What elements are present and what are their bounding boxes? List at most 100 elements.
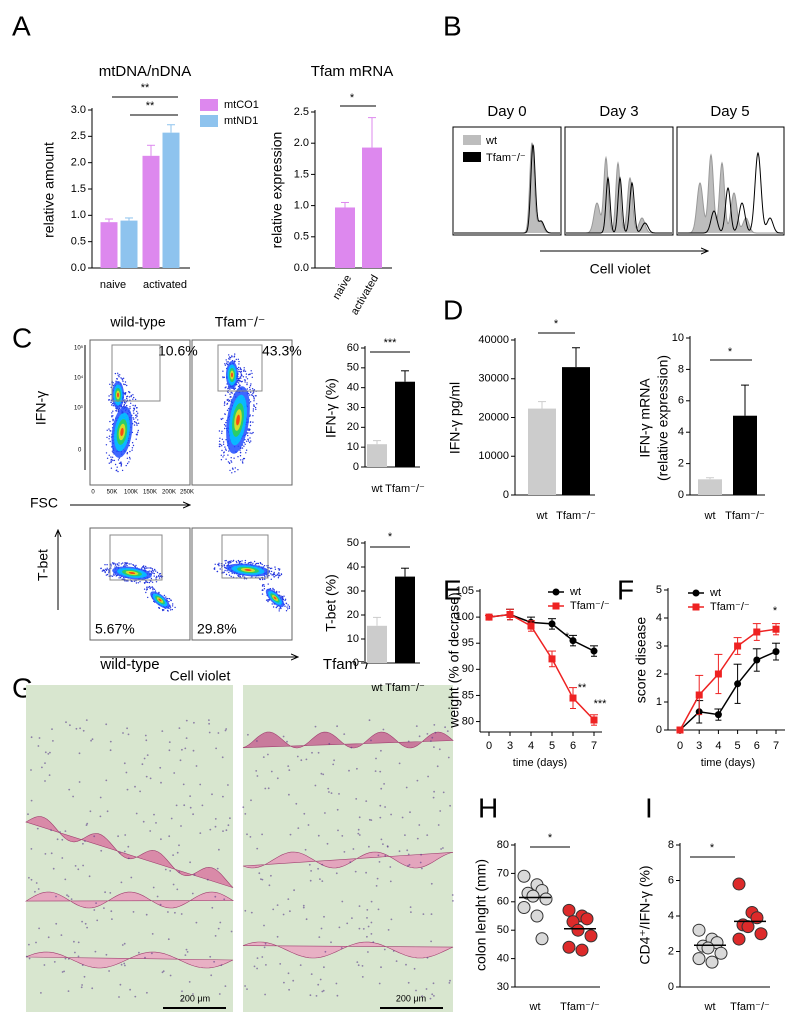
flow-event (239, 367, 241, 369)
flow-event (233, 355, 236, 357)
y-axis-label: IFN-γ (%) (323, 378, 339, 438)
nucleus (367, 951, 369, 953)
flow-event (252, 410, 254, 412)
nucleus (214, 818, 217, 820)
nucleus (91, 987, 94, 990)
histology-panel: wild-type Tfam⁻/⁻ (24, 656, 454, 1012)
nucleus (134, 785, 136, 788)
nucleus (299, 964, 302, 966)
flow-event (118, 577, 120, 579)
nucleus (287, 898, 290, 900)
flow-event (225, 559, 227, 562)
flow-event (264, 578, 266, 580)
flow-event (113, 574, 115, 576)
flow-event (214, 567, 216, 569)
nucleus (184, 747, 187, 750)
nucleus (322, 989, 325, 992)
legend-label: Tfam⁻/⁻ (570, 600, 610, 612)
flow-event (253, 389, 256, 391)
flow-event (117, 459, 120, 461)
flow-event (133, 412, 135, 414)
flow-event (245, 376, 247, 378)
nucleus (378, 982, 381, 985)
nucleus (327, 787, 330, 790)
flow-event (250, 383, 252, 385)
flow-event (228, 400, 230, 402)
flow-event (244, 562, 246, 564)
x-tick-label: Tfam⁻/⁻ (556, 510, 596, 522)
flow-event (263, 565, 266, 567)
nucleus (390, 813, 392, 816)
flow-event (117, 374, 119, 376)
nucleus (386, 845, 389, 848)
nucleus (129, 988, 132, 991)
nucleus (82, 842, 84, 845)
nucleus (314, 784, 317, 787)
nucleus (272, 908, 275, 911)
flow-event (228, 462, 231, 464)
nucleus (433, 995, 435, 997)
nucleus (427, 775, 429, 778)
nucleus (44, 780, 46, 782)
flow-event (167, 597, 169, 600)
nucleus (110, 910, 113, 913)
y-tick-label: 2 (668, 945, 674, 957)
nucleus (368, 719, 371, 722)
flow-event (241, 560, 243, 562)
nucleus (338, 793, 340, 795)
panel-label: C (12, 322, 32, 353)
point (754, 927, 768, 941)
nucleus (319, 878, 321, 880)
flow-event (135, 407, 138, 409)
flow-event (158, 577, 161, 579)
nucleus (288, 793, 290, 796)
flow-event (124, 565, 126, 567)
nucleus (383, 783, 385, 785)
nucleus (193, 721, 195, 724)
nucleus (78, 781, 81, 783)
nucleus (246, 988, 248, 990)
point (676, 726, 684, 734)
flow-event (112, 382, 114, 384)
nucleus (146, 754, 149, 756)
flow-event (112, 459, 114, 462)
flow-event (266, 565, 268, 567)
y-tick-label: 10 (347, 441, 359, 453)
flow-event (223, 404, 226, 406)
nucleus (321, 880, 324, 882)
flow-density (120, 427, 124, 437)
nucleus (38, 737, 41, 739)
significance: * (548, 832, 553, 844)
flow-event (244, 370, 247, 372)
x-axis-label: time (days) (513, 757, 567, 769)
flow-event (245, 449, 248, 451)
nucleus (328, 742, 331, 745)
flow-event (105, 574, 108, 576)
flow-event (134, 398, 137, 401)
y-tick-label: 60 (347, 342, 359, 354)
point (526, 889, 540, 903)
flow-event (112, 415, 114, 417)
nucleus (167, 911, 169, 913)
nucleus (94, 950, 97, 953)
flow-event (254, 406, 257, 409)
flow-event (111, 450, 114, 452)
point (562, 940, 576, 954)
nucleus (83, 975, 86, 978)
nucleus (449, 804, 451, 807)
flow-event (137, 431, 139, 433)
flow-tick: 0 (78, 448, 82, 454)
flow-event (228, 450, 230, 452)
nucleus (178, 871, 181, 873)
nucleus (55, 922, 58, 925)
flow-event (251, 372, 253, 375)
nucleus (85, 719, 88, 721)
nucleus (105, 779, 108, 782)
flow-event (273, 571, 275, 574)
nucleus (317, 867, 319, 870)
nucleus (286, 740, 288, 743)
nucleus (164, 868, 167, 871)
nucleus (168, 835, 171, 838)
nucleus (119, 983, 122, 986)
flow-event (136, 423, 138, 425)
